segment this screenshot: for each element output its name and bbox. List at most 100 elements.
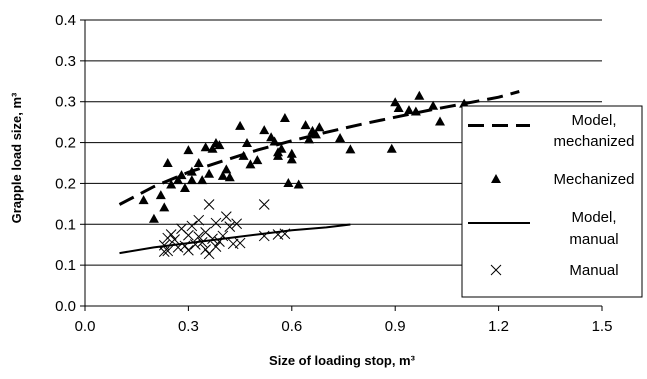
mechanized-point: [200, 142, 211, 152]
manual-point: [231, 218, 243, 230]
mechanized-point: [300, 120, 311, 130]
x-marker-stroke: [186, 220, 198, 232]
mechanized-point: [428, 100, 439, 110]
x-axis-ticks: 0.0 0.3 0.6 0.9 1.2 1.5: [75, 318, 613, 335]
x-marker-stroke: [279, 228, 291, 240]
mechanized-point: [304, 134, 315, 144]
mechanized-point: [393, 102, 404, 112]
mechanized-point: [138, 195, 149, 205]
mechanized-point: [159, 202, 170, 212]
manual-point: [193, 214, 205, 226]
mechanized-point: [403, 105, 414, 115]
legend-symbol-cross: [490, 264, 502, 276]
manual-point: [203, 199, 215, 210]
manual-point: [217, 230, 229, 242]
mechanized-point: [186, 175, 197, 185]
mechanized-point: [414, 90, 425, 100]
mechanized-point: [193, 158, 204, 167]
x-marker-stroke: [224, 221, 236, 232]
manual-point: [169, 234, 180, 245]
x-marker-stroke: [193, 231, 205, 242]
mechanized-point: [217, 170, 228, 180]
mechanized-point: [245, 159, 256, 169]
model-mechanized-line: [118, 90, 520, 206]
x-marker-stroke: [179, 240, 191, 252]
mechanized-point: [269, 136, 280, 146]
mechanized-point: [286, 148, 297, 158]
legend: Model, mechanized Mechanized Model, manual Ma…: [461, 105, 643, 298]
y-tick-label: 0.2: [55, 175, 76, 192]
legend-label: Model,: [571, 209, 616, 226]
manual-point: [193, 231, 205, 242]
x-tick-label: 0.0: [75, 318, 96, 335]
mechanized-point: [221, 164, 232, 174]
mechanized-point: [166, 179, 177, 189]
legend-label: Model,: [571, 112, 616, 129]
x-marker-stroke: [172, 242, 184, 253]
manual-point: [258, 230, 270, 242]
x-marker-stroke: [217, 230, 229, 242]
x-marker-stroke: [258, 199, 270, 210]
manual-point: [158, 239, 170, 251]
mechanized-point: [293, 179, 304, 189]
x-marker-stroke: [158, 239, 170, 251]
mechanized-point: [224, 172, 235, 182]
manual-point: [210, 217, 222, 229]
x-marker-stroke: [234, 237, 246, 249]
mechanized-point: [186, 166, 197, 176]
manual-point: [207, 233, 218, 245]
x-marker-stroke: [272, 229, 284, 240]
mechanized-point: [459, 98, 470, 108]
y-tick-label: 0.3: [55, 53, 76, 70]
manual-point: [196, 237, 208, 248]
x-marker-stroke: [220, 211, 232, 222]
mechanized-point: [435, 116, 446, 126]
mechanized-point: [241, 137, 252, 147]
x-marker-stroke: [189, 239, 201, 250]
mechanized-point: [252, 155, 263, 165]
legend-label: Mechanized: [554, 171, 635, 188]
mechanized-point: [283, 178, 294, 188]
manual-point: [214, 236, 225, 248]
legend-label: mechanized: [554, 133, 635, 150]
x-marker-stroke: [176, 223, 187, 235]
manual-point: [224, 221, 236, 232]
x-tick-label: 0.3: [178, 318, 199, 335]
x-marker-stroke: [183, 229, 194, 241]
manual-point: [279, 228, 291, 240]
mechanized-point: [259, 125, 270, 135]
mechanized-point: [273, 150, 284, 160]
legend-symbol-triangle: [491, 174, 501, 183]
mechanized-point: [148, 213, 159, 223]
y-axis-title: Grapple load size, m³: [9, 92, 24, 223]
mechanized-point: [162, 158, 173, 167]
x-marker-stroke: [490, 264, 502, 276]
mechanized-point: [197, 175, 208, 185]
manual-point: [165, 229, 177, 240]
x-marker-stroke: [214, 236, 225, 248]
manual-point: [189, 239, 201, 250]
y-tick-label: 0.1: [55, 216, 76, 233]
y-tick-label: 0.2: [55, 135, 76, 152]
x-marker-stroke: [258, 230, 270, 242]
x-marker-stroke: [162, 245, 174, 257]
legend-label: Manual: [569, 262, 618, 279]
y-tick-label: 0.3: [55, 94, 76, 111]
plot-area: [118, 90, 520, 260]
mechanized-point: [183, 145, 194, 155]
legend-box: [461, 105, 643, 298]
x-marker-stroke: [200, 244, 211, 255]
x-tick-label: 1.5: [592, 318, 613, 335]
y-axis-ticks: 0.0 0.1 0.1 0.2 0.2 0.3 0.3 0.4: [55, 12, 76, 315]
model-manual-line: [119, 223, 351, 255]
x-tick-label: 0.6: [281, 318, 302, 335]
manual-point: [234, 237, 246, 249]
manual-point: [258, 199, 270, 210]
x-marker-stroke: [165, 229, 177, 240]
mechanized-point: [335, 132, 346, 142]
mechanized-point: [207, 143, 218, 153]
mechanized-point: [238, 150, 249, 160]
manual-point: [183, 244, 194, 256]
mechanized-point: [155, 190, 166, 200]
